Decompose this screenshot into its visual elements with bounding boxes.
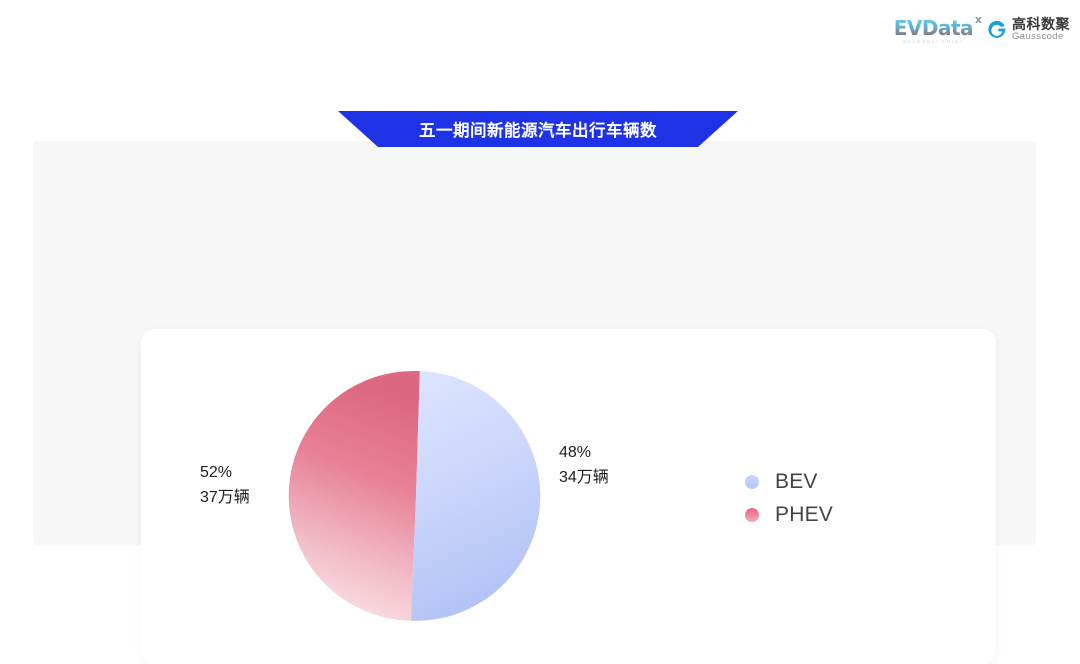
legend-dot-phev-icon: [745, 507, 759, 522]
pie-chart-svg: [288, 370, 541, 621]
pie-chart: 52% 37万辆 48% 34万辆 BEV PHEV: [141, 329, 996, 664]
gausscode-logo: 高科数聚 Gausscode: [987, 16, 1070, 43]
pie-slice-phev[interactable]: [288, 370, 420, 621]
pie-slice-bev[interactable]: [411, 371, 541, 621]
pie-label-bev-value: 34万辆: [559, 468, 609, 486]
chart-title-banner: 五一期间新能源汽车出行车辆数: [338, 111, 738, 147]
page-title: 五一期间新能源汽车出行车辆数: [419, 121, 657, 140]
pie-label-phev-value: 37万辆: [200, 488, 250, 506]
legend-item-phev[interactable]: PHEV: [745, 498, 833, 531]
chart-card: 52% 37万辆 48% 34万辆 BEV PHEV: [141, 329, 996, 664]
pie-label-bev: 48% 34万辆: [559, 441, 609, 491]
pie-label-phev-percent: 52%: [200, 464, 233, 481]
evdata-wordmark: EVData: [893, 15, 974, 40]
gausscode-chinese-name: 高科数聚: [1012, 16, 1070, 33]
legend-item-bev[interactable]: BEV: [745, 465, 833, 498]
legend-label-phev: PHEV: [775, 502, 833, 526]
header-logo-bar: EVData x SHANGHAI CHINA 高科数聚 Gausscode: [0, 0, 1080, 58]
content-panel: 52% 37万辆 48% 34万辆 BEV PHEV: [33, 141, 1036, 664]
gausscode-text-block: 高科数聚 Gausscode: [1012, 16, 1070, 43]
legend-label-bev: BEV: [775, 469, 818, 493]
pie-label-bev-percent: 48%: [559, 444, 592, 461]
gausscode-english-name: Gausscode: [1012, 31, 1064, 43]
legend-dot-bev-icon: [745, 474, 759, 489]
evdata-subtitle: SHANGHAI CHINA: [902, 38, 964, 44]
evdata-logo: EVData x SHANGHAI CHINA: [893, 14, 982, 45]
pie-label-phev: 52% 37万辆: [200, 461, 250, 511]
gausscode-g-mark-icon: [987, 20, 1007, 40]
chart-legend: BEV PHEV: [745, 465, 833, 531]
evdata-superscript-x: x: [974, 12, 982, 26]
